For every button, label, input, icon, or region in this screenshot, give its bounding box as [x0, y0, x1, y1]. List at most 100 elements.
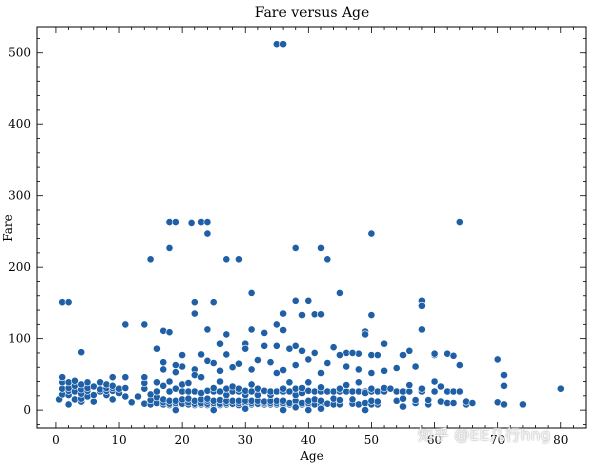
ticks-layer: 0 10 20 30 40 50 60 70 80 0 100 200 300 400 500	[8, 27, 587, 447]
data-point	[279, 40, 287, 49]
data-point	[159, 358, 168, 367]
data-point	[140, 320, 149, 329]
data-point	[96, 385, 104, 394]
data-point	[171, 406, 180, 414]
data-point	[342, 381, 351, 389]
data-point	[159, 395, 168, 404]
data-point	[209, 359, 218, 367]
data-point	[317, 404, 325, 413]
data-point	[304, 386, 313, 395]
data-point	[77, 348, 86, 357]
data-point	[323, 255, 332, 264]
data-point	[152, 344, 161, 353]
data-point	[64, 378, 73, 387]
data-point	[178, 362, 186, 371]
data-point	[298, 346, 306, 355]
data-point	[272, 341, 281, 350]
data-point	[493, 355, 502, 364]
data-point	[335, 288, 344, 297]
data-point	[184, 379, 193, 387]
data-point	[247, 288, 256, 297]
data-point	[556, 384, 565, 393]
data-point	[203, 218, 212, 226]
data-point	[134, 392, 142, 401]
data-point	[266, 358, 275, 367]
data-point	[260, 328, 269, 337]
data-point	[209, 298, 218, 307]
x-tick-label: 0	[52, 433, 60, 447]
chart-title: Fare versus Age	[255, 5, 370, 21]
data-point	[417, 384, 426, 393]
x-tick-label: 60	[427, 433, 442, 447]
data-point	[317, 243, 325, 252]
data-point	[329, 343, 338, 352]
data-point	[108, 395, 117, 404]
data-point	[436, 382, 445, 391]
data-point	[178, 380, 186, 389]
data-point	[228, 363, 237, 372]
data-point	[430, 387, 439, 396]
data-point	[64, 298, 73, 307]
data-point	[373, 397, 382, 406]
data-point	[89, 391, 98, 399]
data-point	[449, 399, 458, 407]
data-point	[171, 368, 180, 377]
data-point	[411, 396, 420, 404]
data-point	[399, 402, 407, 411]
data-point	[102, 380, 111, 389]
data-point	[216, 339, 224, 348]
data-point	[247, 380, 256, 389]
data-point	[71, 376, 79, 385]
plot-frame	[36, 26, 587, 429]
data-point	[304, 355, 313, 364]
data-point	[455, 387, 464, 396]
x-tick-label: 70	[490, 433, 505, 447]
data-point	[335, 396, 344, 404]
data-point	[203, 229, 212, 238]
data-point	[304, 378, 313, 387]
data-point	[165, 328, 174, 337]
data-point	[291, 296, 300, 305]
data-point	[197, 373, 205, 382]
data-point	[209, 384, 218, 392]
data-point	[317, 369, 325, 377]
data-point	[449, 351, 458, 360]
data-point	[222, 330, 231, 339]
y-tick-label: 500	[8, 46, 31, 60]
data-point	[279, 309, 287, 318]
data-point	[253, 356, 262, 364]
x-tick-label: 50	[364, 433, 379, 447]
data-point	[310, 348, 319, 357]
data-point	[417, 325, 426, 334]
data-point	[304, 296, 313, 305]
data-point	[216, 377, 224, 386]
data-point	[500, 371, 508, 379]
data-point	[291, 403, 300, 412]
data-point	[159, 381, 168, 390]
data-point	[367, 311, 376, 319]
data-point	[241, 344, 250, 353]
data-point	[165, 377, 174, 386]
data-point	[380, 339, 388, 348]
data-point	[317, 396, 325, 405]
data-point	[83, 378, 92, 387]
data-point	[399, 394, 407, 403]
data-point	[291, 361, 300, 369]
data-point	[241, 386, 250, 395]
data-point	[260, 341, 269, 350]
data-point	[354, 400, 363, 409]
data-point	[373, 351, 382, 359]
data-point	[436, 397, 445, 406]
y-tick-label: 400	[8, 117, 31, 131]
data-point	[335, 351, 344, 359]
data-point	[216, 366, 224, 375]
data-point	[121, 392, 130, 401]
data-point	[159, 365, 168, 374]
data-point	[165, 243, 174, 252]
data-point	[361, 406, 369, 414]
data-point	[247, 325, 256, 334]
data-point	[298, 311, 306, 319]
data-point	[64, 400, 73, 409]
data-point	[367, 396, 376, 405]
data-point	[500, 400, 508, 409]
